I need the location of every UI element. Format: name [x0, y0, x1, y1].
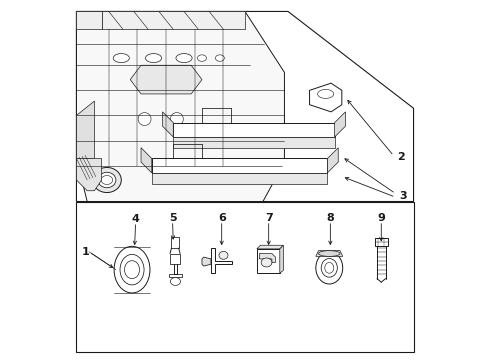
Text: 7: 7: [265, 213, 272, 222]
Polygon shape: [257, 245, 283, 249]
Polygon shape: [211, 248, 232, 273]
Ellipse shape: [146, 54, 162, 63]
Ellipse shape: [216, 55, 224, 61]
Text: 3: 3: [399, 191, 407, 201]
Polygon shape: [173, 137, 335, 148]
Ellipse shape: [318, 251, 340, 256]
Bar: [76, 202, 414, 352]
Ellipse shape: [98, 172, 116, 188]
Text: 8: 8: [326, 213, 334, 222]
Polygon shape: [152, 158, 327, 173]
Ellipse shape: [124, 261, 140, 279]
Polygon shape: [152, 173, 327, 184]
Polygon shape: [163, 112, 173, 137]
Text: 2: 2: [397, 152, 405, 162]
Polygon shape: [375, 238, 388, 246]
Text: 6: 6: [218, 213, 225, 222]
Polygon shape: [141, 148, 152, 173]
Text: 1: 1: [81, 247, 89, 257]
Ellipse shape: [219, 251, 228, 259]
Ellipse shape: [261, 258, 272, 267]
Polygon shape: [316, 251, 343, 256]
Text: 4: 4: [132, 214, 140, 224]
Polygon shape: [101, 12, 245, 30]
Circle shape: [138, 113, 151, 126]
Polygon shape: [76, 12, 285, 202]
Polygon shape: [310, 83, 342, 112]
FancyBboxPatch shape: [257, 249, 280, 273]
Ellipse shape: [114, 246, 150, 293]
Circle shape: [171, 113, 183, 126]
Ellipse shape: [316, 252, 343, 284]
Ellipse shape: [325, 262, 334, 273]
Ellipse shape: [321, 258, 337, 277]
Polygon shape: [170, 253, 180, 264]
Ellipse shape: [93, 167, 122, 193]
Text: 5: 5: [169, 213, 176, 222]
Polygon shape: [130, 65, 202, 94]
Ellipse shape: [120, 255, 144, 285]
Polygon shape: [169, 274, 182, 277]
Ellipse shape: [197, 55, 206, 61]
Polygon shape: [259, 253, 275, 262]
Text: 9: 9: [377, 213, 385, 222]
Ellipse shape: [113, 54, 129, 63]
Polygon shape: [76, 12, 101, 30]
Ellipse shape: [176, 54, 192, 63]
Polygon shape: [327, 148, 338, 173]
Polygon shape: [202, 257, 211, 266]
Polygon shape: [335, 112, 345, 137]
Polygon shape: [76, 158, 101, 191]
Polygon shape: [76, 101, 95, 158]
Ellipse shape: [171, 278, 180, 285]
Polygon shape: [280, 245, 283, 273]
Polygon shape: [173, 123, 335, 137]
Polygon shape: [172, 237, 179, 248]
